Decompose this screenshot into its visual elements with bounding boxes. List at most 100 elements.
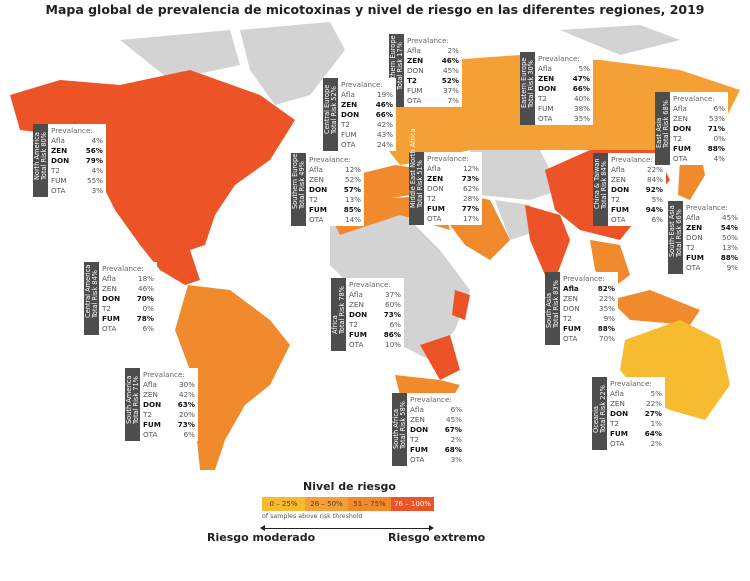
region-panel: Oceania Total Risk 22% Prevalance: Afla 5% ZE… [592,377,665,450]
toxin-value: 6% [389,320,401,329]
toxin-value: 14% [345,215,361,224]
region-shape-south-asia [525,205,570,280]
toxin-value: 82% [597,284,615,293]
toxin-value: 73% [177,420,195,429]
toxin-row: OTA 17% [427,214,479,224]
toxin-value: 24% [377,140,393,149]
toxin-name: DON [610,409,629,418]
toxin-row: OTA 6% [102,324,154,334]
region-label-bar: North America Total Risk 80% [33,124,48,197]
region-name: East Asia Total Risk 68% [655,100,670,148]
region-label-bar: Middle East North Africa Total Risk 51% [409,128,424,225]
toxin-value: 19% [377,90,393,99]
toxin-value: 42% [179,390,195,399]
toxin-row: Afla 82% [563,284,615,294]
toxin-row: DON 67% [410,425,462,435]
toxin-name: OTA [143,430,158,439]
region-name: South Africa Total Risk 58% [392,401,407,449]
toxin-value: 37% [443,86,459,95]
toxin-value: 6% [651,215,663,224]
toxin-name: ZEN [51,146,68,155]
toxin-row: Afla 18% [102,274,154,284]
toxin-name: Afla [309,165,323,174]
toxin-row: T2 6% [349,320,401,330]
toxin-name: OTA [51,186,66,195]
toxin-row: ZEN 53% [673,114,725,124]
prevalence-box: Prevalance: Afla 12% ZEN 52% DON 57% T2 13% FUM 85… [306,153,364,226]
toxin-name: ZEN [410,415,425,424]
toxin-row: FUM 38% [538,104,590,114]
toxin-name: T2 [341,120,350,129]
toxin-value: 45% [446,415,462,424]
toxin-row: DON 70% [102,294,154,304]
toxin-row: ZEN 22% [563,294,615,304]
toxin-row: OTA 6% [143,430,195,440]
toxin-name: Afla [349,290,363,299]
toxin-value: 40% [574,94,590,103]
toxin-row: Afla 6% [673,104,725,114]
region-label-bar: Central America Total Risk 84% [84,262,99,335]
toxin-name: Afla [563,284,579,293]
toxin-name: ZEN [563,294,578,303]
toxin-row: T2 13% [309,195,361,205]
toxin-value: 13% [722,243,738,252]
toxin-value: 85% [343,205,361,214]
region-label-bar: East Asia Total Risk 68% [655,92,670,165]
toxin-value: 46% [138,284,154,293]
toxin-row: Afla 5% [538,64,590,74]
region-shape-north-america [10,70,295,285]
toxin-row: DON 73% [349,310,401,320]
toxin-name: ZEN [673,114,688,123]
region-name: South America Total Risk 71% [125,376,140,424]
region-total-risk: Total Risk 51% [415,160,424,208]
toxin-value: 62% [463,184,479,193]
toxin-row: DON 57% [309,185,361,195]
region-label-bar: South-East Asia Total Risk 66% [668,201,683,274]
region-total-risk: Total Risk 71% [131,376,140,424]
toxin-name: DON [102,294,121,303]
toxin-name: FUM [427,204,445,213]
toxin-row: DON 63% [143,400,195,410]
toxin-name: T2 [610,419,619,428]
toxin-row: T2 1% [610,419,662,429]
toxin-name: OTA [407,96,422,105]
toxin-row: T2 40% [538,94,590,104]
prevalence-heading: Prevalance: [309,155,351,164]
toxin-value: 73% [461,174,479,183]
prevalence-box: Prevalance: Afla 19% ZEN 46% DON 66% T2 42% FUM 43… [338,78,396,151]
region-total-risk: Total Risk 49% [297,161,306,209]
region-name: Eastern Europe Total Risk 30% [520,58,535,108]
risk-arrow [260,525,434,531]
region-total-risk: Total Risk 52% [329,86,338,134]
toxin-value: 4% [91,136,103,145]
toxin-row: Afla 6% [410,405,462,415]
toxin-row: T2 0% [102,304,154,314]
toxin-name: OTA [410,455,425,464]
toxin-name: Afla [51,136,65,145]
toxin-name: FUM [611,205,629,214]
toxin-row: DON 50% [686,233,738,243]
toxin-value: 46% [441,56,459,65]
toxin-value: 88% [720,253,738,262]
toxin-name: FUM [686,253,704,262]
toxin-name: FUM [610,429,628,438]
map-title: Mapa global de prevalencia de micotoxina… [45,2,705,17]
toxin-name: FUM [309,205,327,214]
region-label-bar: South America Total Risk 71% [125,368,140,441]
toxin-name: DON [427,184,444,193]
toxin-row: ZEN 56% [51,146,103,156]
toxin-value: 45% [722,213,738,222]
toxin-name: FUM [538,104,554,113]
toxin-row: OTA 35% [538,114,590,124]
toxin-value: 64% [644,429,662,438]
prevalence-box: Prevalance: Afla 6% ZEN 45% DON 67% T2 2% FUM 68% O… [407,393,465,466]
region-panel: East Asia Total Risk 68% Prevalance: Afla 6%… [655,92,728,165]
toxin-row: DON 66% [538,84,590,94]
toxin-value: 43% [377,130,393,139]
toxin-row: FUM 88% [563,324,615,334]
region-name: Central America Total Risk 84% [84,265,99,318]
toxin-value: 12% [463,164,479,173]
toxin-row: FUM 85% [309,205,361,215]
toxin-name: DON [686,233,703,242]
toxin-name: FUM [563,324,581,333]
